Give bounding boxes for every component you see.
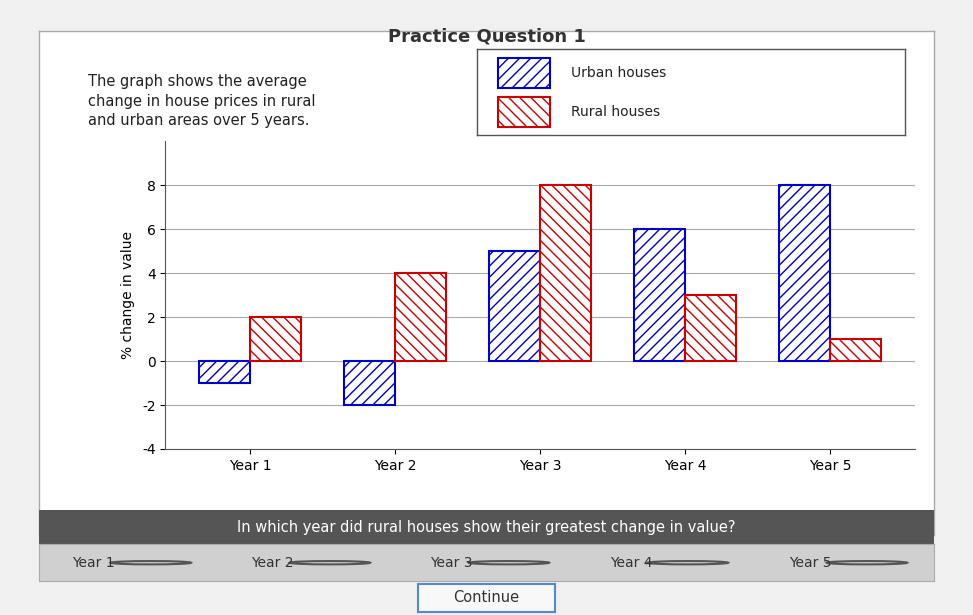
Bar: [634, 229, 685, 361]
Text: Year 2: Year 2: [252, 556, 294, 569]
Bar: [344, 361, 395, 405]
Text: In which year did rural houses show their greatest change in value?: In which year did rural houses show thei…: [237, 520, 736, 535]
Text: Year 1: Year 1: [72, 556, 115, 569]
Bar: [498, 58, 550, 88]
Text: The graph shows the average
change in house prices in rural
and urban areas over: The graph shows the average change in ho…: [88, 74, 315, 129]
Bar: [830, 339, 881, 361]
Text: Year 3: Year 3: [431, 556, 473, 569]
Bar: [540, 185, 591, 361]
Y-axis label: % change in value: % change in value: [121, 231, 135, 359]
Text: Year 5: Year 5: [789, 556, 831, 569]
Text: Continue: Continue: [453, 590, 520, 605]
Bar: [199, 361, 250, 383]
Text: Practice Question 1: Practice Question 1: [387, 28, 586, 46]
Bar: [779, 185, 830, 361]
Bar: [498, 97, 550, 127]
Bar: [685, 295, 736, 361]
Text: Year 4: Year 4: [610, 556, 652, 569]
Text: Rural houses: Rural houses: [571, 105, 660, 119]
Bar: [395, 273, 446, 361]
Bar: [250, 317, 301, 361]
Bar: [489, 252, 540, 361]
Text: Urban houses: Urban houses: [571, 66, 667, 81]
